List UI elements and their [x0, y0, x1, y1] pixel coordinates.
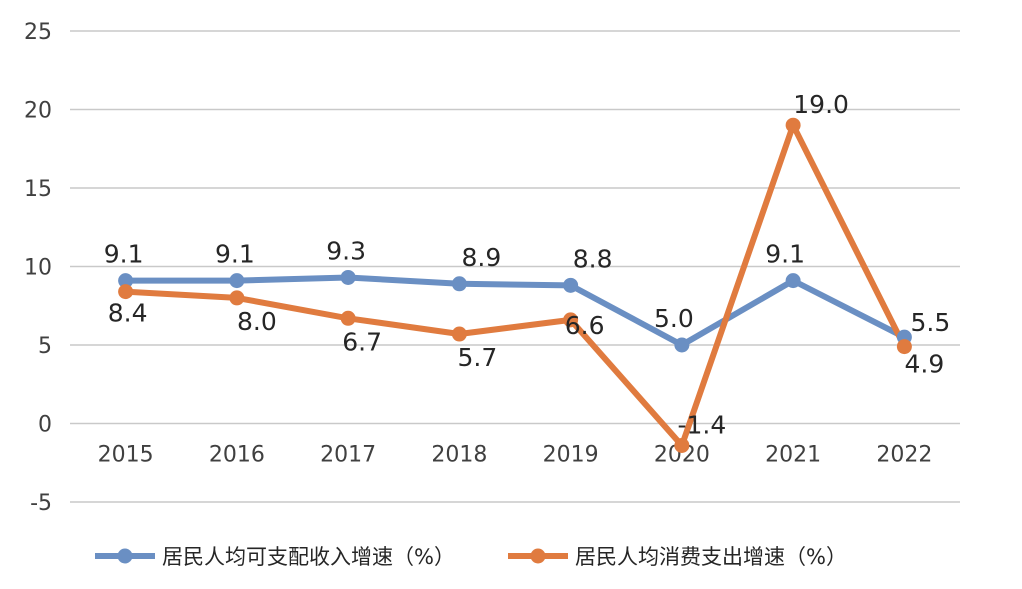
data-point: [785, 117, 801, 133]
y-tick-label: 20: [24, 99, 52, 124]
x-tick-label: 2017: [320, 443, 376, 468]
legend-marker-income: [117, 548, 133, 564]
data-label: 9.3: [326, 236, 366, 265]
data-point: [674, 437, 690, 453]
data-label: 9.1: [104, 240, 144, 269]
legend-marker-consumption: [530, 548, 546, 564]
y-tick-label: 0: [38, 413, 52, 438]
data-label: 8.9: [461, 243, 501, 272]
x-tick-label: 2015: [98, 443, 154, 468]
data-label: 6.6: [565, 311, 605, 340]
data-label: 9.1: [215, 240, 255, 269]
data-label: 5.7: [457, 343, 497, 372]
data-point: [118, 284, 134, 300]
data-label: 8.8: [573, 244, 613, 273]
data-label: 5.0: [654, 304, 694, 333]
data-point: [563, 312, 579, 328]
y-axis-ticks: 25 20 15 10 5 0 -5: [24, 20, 52, 516]
data-point: [451, 276, 467, 292]
y-tick-label: 25: [24, 20, 52, 45]
data-point: [674, 337, 690, 353]
x-axis-ticks: 2015 2016 2017 2018 2019 2020 2021 2022: [98, 443, 933, 468]
data-point: [563, 277, 579, 293]
data-point: [451, 326, 467, 342]
data-label: 6.7: [342, 327, 382, 356]
data-point: [896, 339, 912, 355]
x-tick-label: 2021: [765, 443, 821, 468]
data-point: [118, 273, 134, 289]
data-label: -1.4: [677, 410, 726, 439]
legend-label-income: 居民人均可支配收入增速（%）: [162, 545, 455, 569]
data-point: [229, 273, 245, 289]
series-layer: [118, 117, 912, 453]
x-tick-label: 2016: [209, 443, 265, 468]
data-labels: 9.1 9.1 9.3 8.9 8.8 5.0 9.1 5.5 8.4 8.0 6.7 5.7 6.6 -…: [104, 90, 951, 439]
y-tick-label: -5: [30, 491, 52, 516]
data-point: [340, 310, 356, 326]
y-tick-label: 15: [24, 177, 52, 202]
legend-label-consumption: 居民人均消费支出增速（%）: [575, 545, 847, 569]
y-tick-label: 5: [38, 334, 52, 359]
gridlines: [70, 30, 960, 503]
legend: 居民人均可支配收入增速（%） 居民人均消费支出增速（%）: [95, 545, 847, 569]
data-label: 19.0: [793, 90, 849, 119]
series-line-0: [122, 274, 908, 348]
data-point: [229, 290, 245, 306]
x-tick-label: 2022: [876, 443, 932, 468]
data-label: 4.9: [904, 350, 944, 379]
data-point: [785, 273, 801, 289]
data-label: 8.4: [108, 299, 148, 328]
data-label: 8.0: [237, 307, 277, 336]
x-tick-label: 2018: [431, 443, 487, 468]
series-line-1: [122, 122, 908, 449]
x-tick-label: 2019: [543, 443, 599, 468]
data-point: [340, 269, 356, 285]
y-tick-label: 10: [24, 256, 52, 281]
data-label: 5.5: [910, 308, 950, 337]
data-label: 9.1: [765, 240, 805, 269]
